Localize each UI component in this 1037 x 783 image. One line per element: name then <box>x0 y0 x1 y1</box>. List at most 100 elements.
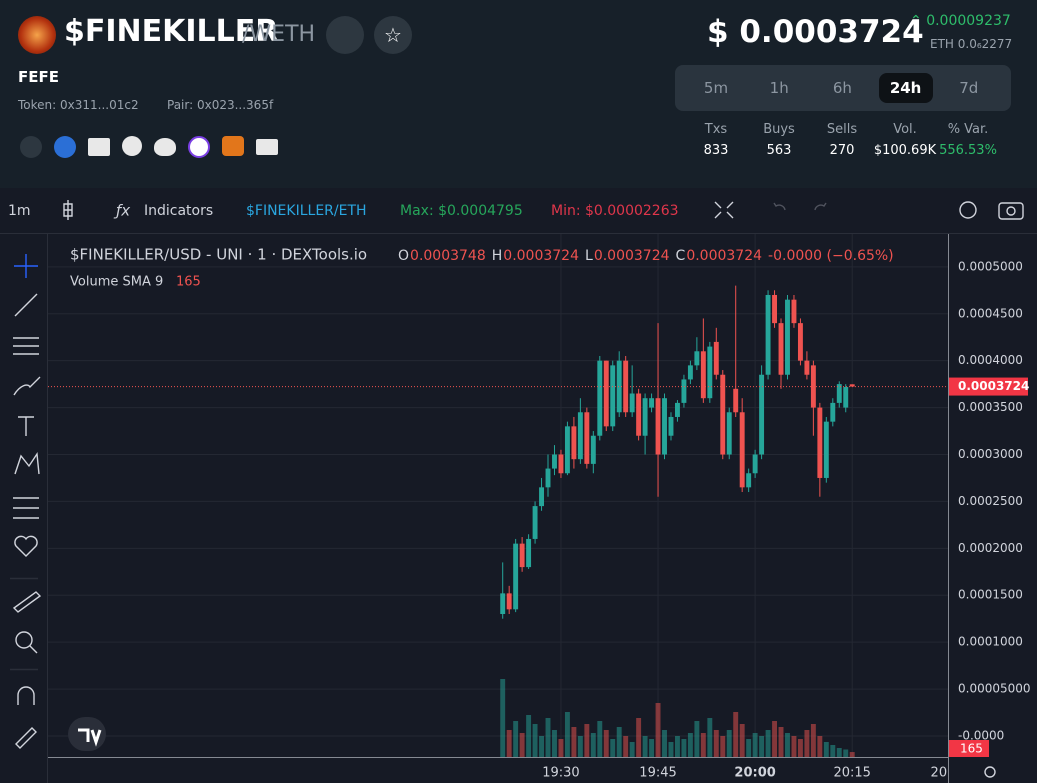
text-tool[interactable] <box>18 416 34 436</box>
volume-bar <box>804 730 810 757</box>
settings[interactable] <box>959 201 977 219</box>
candle-body <box>597 360 603 436</box>
volume-bar <box>649 739 655 757</box>
y-tick-label: 0.0003500 <box>958 400 1023 414</box>
volume-badge <box>949 740 989 757</box>
website[interactable] <box>88 138 110 156</box>
y-tick-label: 0.00005000 <box>958 682 1031 696</box>
timeframe[interactable]: 7d <box>959 79 979 97</box>
stat-value: 270 <box>829 143 855 158</box>
candle-body <box>700 351 706 399</box>
stat-label: Buys <box>763 122 795 137</box>
timeframe[interactable]: 24h <box>878 73 933 103</box>
favorite[interactable]: ☆ <box>374 16 412 54</box>
candle-body <box>791 299 797 324</box>
candle-body <box>843 386 849 408</box>
volume-bar <box>642 736 648 757</box>
ohlc-value: 0.0003724 <box>503 248 579 264</box>
time-settings[interactable] <box>984 766 996 778</box>
timeframe[interactable]: 5m <box>703 79 729 97</box>
min: Min: $0.00002263 <box>551 203 679 219</box>
volume-bar <box>752 733 758 757</box>
token-address[interactable]: Token: 0x311...01c2 <box>18 98 139 112</box>
volume-bar <box>584 724 590 757</box>
candle-body <box>707 346 713 399</box>
fullscreen[interactable] <box>714 201 734 219</box>
symbol: $FINEKILLER <box>64 14 279 49</box>
ohlc-key: C <box>676 248 686 264</box>
pattern-tool[interactable] <box>14 451 40 475</box>
timeframe[interactable]: 1h <box>769 79 789 97</box>
candle-body <box>655 398 661 455</box>
timeframe-bar <box>675 65 1011 111</box>
y-tick-label: -0.0000 <box>958 728 1004 742</box>
zoom-tool[interactable] <box>15 631 33 649</box>
max: Max: $0.0004795 <box>400 203 523 219</box>
line-tool[interactable] <box>14 293 38 317</box>
chart-link[interactable] <box>54 136 76 158</box>
snapshot[interactable] <box>998 202 1024 220</box>
ruler-tool[interactable] <box>12 591 42 613</box>
candle-body <box>785 299 790 375</box>
price-axis-bg <box>948 234 1037 783</box>
favorites-tool[interactable] <box>14 535 38 557</box>
candle-body <box>849 384 855 387</box>
price-eth: ETH 0.0₆2277 <box>930 37 1013 51</box>
undo[interactable] <box>773 202 786 211</box>
volume-bar <box>500 679 506 757</box>
header: $FINEKILLER /WETH ☆ FEFE Token: 0x311...… <box>0 0 1037 188</box>
volume-bar <box>552 730 557 757</box>
candle-body <box>662 398 667 455</box>
timeframe[interactable]: 6h <box>832 79 852 97</box>
email[interactable] <box>256 139 278 155</box>
magnet-tool[interactable] <box>17 686 35 705</box>
candle-body <box>545 468 551 488</box>
pair[interactable]: $FINEKILLER/ETH <box>246 203 367 219</box>
tool-divider <box>10 577 38 671</box>
y-tick-label: 0.0003000 <box>958 447 1023 461</box>
x-tick-label: 20:15 <box>833 766 870 781</box>
volume-bar <box>810 724 816 757</box>
stat: % Var. 556.53% <box>928 122 1008 158</box>
binoculars[interactable] <box>326 16 364 54</box>
twitter[interactable] <box>154 138 176 156</box>
candle-body <box>746 473 752 488</box>
candle-body <box>836 384 842 403</box>
y-tick-label: 0.0004000 <box>958 353 1023 367</box>
volume-bar <box>662 730 667 757</box>
candle-body <box>539 487 544 507</box>
volume-bar <box>739 724 745 757</box>
volume-badge-label: 165 <box>960 742 983 756</box>
indicators[interactable]: Indicators <box>144 203 213 219</box>
interval[interactable]: 1m <box>8 203 31 219</box>
ohlc-key: L <box>585 248 593 264</box>
volume-bar <box>746 739 752 757</box>
dextools[interactable] <box>188 136 210 158</box>
volume-bar <box>823 742 829 757</box>
quote: /WETH <box>242 22 316 47</box>
crosshair-tool[interactable] <box>14 254 38 278</box>
lock-tool[interactable] <box>15 727 37 749</box>
fib-tool[interactable] <box>13 337 39 355</box>
side-tools[interactable] <box>10 200 1024 778</box>
volume-bar <box>545 718 551 757</box>
volume-bar <box>519 733 525 757</box>
volume-bar <box>849 752 855 757</box>
volume-bar <box>513 721 519 757</box>
volume-bar <box>629 742 635 757</box>
telegram[interactable] <box>122 136 142 156</box>
volume-bar <box>506 730 512 757</box>
prediction-tool[interactable] <box>13 497 39 519</box>
candle-body <box>532 506 538 539</box>
share[interactable] <box>20 136 42 158</box>
candle-type[interactable] <box>63 200 73 220</box>
brush-tool[interactable] <box>13 376 41 396</box>
candle-body <box>778 323 784 375</box>
pair-address[interactable]: Pair: 0x023...365f <box>167 98 274 112</box>
volume-bar <box>558 739 564 757</box>
volume-bar <box>623 736 629 757</box>
candle-body <box>772 294 778 324</box>
metamask[interactable] <box>222 136 244 156</box>
redo[interactable] <box>814 202 827 211</box>
